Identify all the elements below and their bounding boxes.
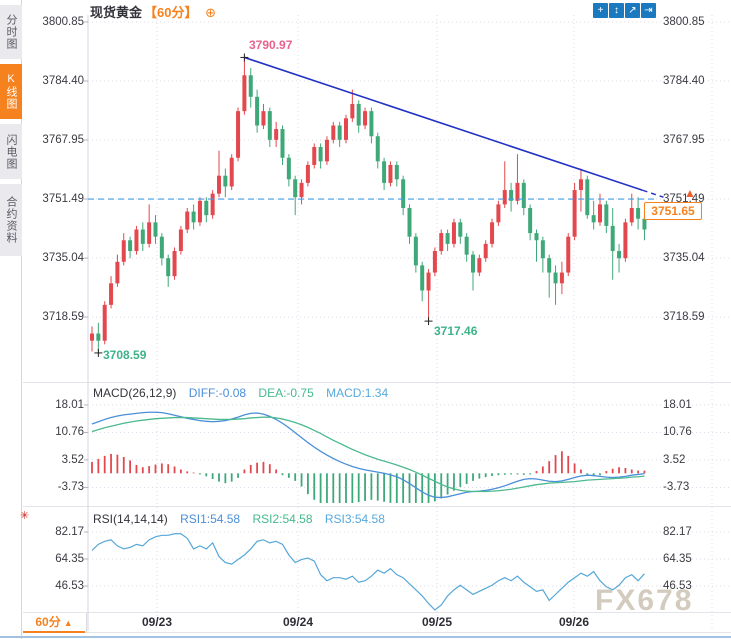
sidebar-tab-candle-chart[interactable]: K线图 (0, 64, 22, 119)
macd-diff-value: DIFF:-0.08 (188, 386, 247, 400)
footer-divider (86, 613, 87, 633)
interval-button-underline (23, 631, 85, 633)
low-price-annotation-mid: 3717.46 (434, 324, 478, 338)
footer-bottom-line (23, 632, 731, 633)
indicator-settings-icon[interactable]: ✳ (20, 510, 30, 522)
interval-tag: 【60分】 (144, 5, 198, 20)
last-price-badge: 3751.65 (644, 202, 702, 220)
window-bottom-border (0, 636, 731, 638)
macd-header: MACD(26,12,9) DIFF:-0.08 DEA:-0.75 MACD:… (93, 386, 388, 400)
watermark: FX678 (595, 584, 694, 617)
rsi2-value: RSI2:54.58 (252, 512, 313, 526)
panel-separator-rsi (23, 506, 731, 507)
pan-icon[interactable]: + (593, 3, 608, 18)
rsi-header: RSI(14,14,14) RSI1:54.58 RSI2:54.58 RSI3… (93, 512, 385, 526)
macd-dea-value: DEA:-0.75 (258, 386, 314, 400)
fit-horizontal-icon[interactable]: ↗ (625, 3, 640, 18)
exit-icon[interactable]: ⇥ (641, 3, 656, 18)
price-up-arrow-icon: ▲ (684, 186, 696, 200)
sidebar-tab-contract-info[interactable]: 合约资料 (0, 184, 22, 256)
macd-title: MACD(26,12,9) (93, 386, 177, 400)
rsi-title: RSI(14,14,14) (93, 512, 168, 526)
fit-vertical-icon[interactable]: ↕ (609, 3, 624, 18)
high-price-annotation: 3790.97 (249, 38, 293, 52)
panel-separator-footer (23, 612, 731, 613)
add-indicator-icon[interactable]: ⊕ (205, 5, 217, 20)
chart-header: 现货黄金 【60分】 ⊕ (90, 2, 216, 21)
sidebar: 分时图 K线图 闪电图 合约资料 (0, 0, 22, 639)
sidebar-tab-time-chart[interactable]: 分时图 (0, 5, 22, 59)
rsi3-value: RSI3:54.58 (324, 512, 385, 526)
low-price-annotation-start: 3708.59 (103, 348, 147, 362)
panel-separator-macd (23, 382, 731, 383)
instrument-title: 现货黄金 (90, 5, 143, 20)
interval-up-arrow-icon: ▲ (63, 618, 73, 628)
interval-button-label: 60分 (35, 615, 61, 629)
macd-macd-value: MACD:1.34 (326, 386, 389, 400)
interval-button[interactable]: 60分 ▲ (23, 613, 85, 632)
rsi1-value: RSI1:54.58 (180, 512, 241, 526)
chart-toolbar: + ↕ ↗ ⇥ (593, 3, 656, 18)
sidebar-tab-lightning-chart[interactable]: 闪电图 (0, 124, 22, 179)
